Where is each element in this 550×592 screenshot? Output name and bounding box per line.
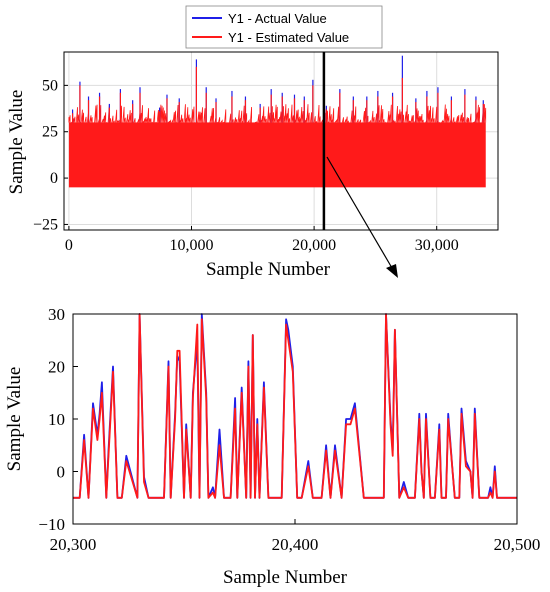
top-y-tick-label: 0 — [50, 170, 58, 187]
top-series — [68, 55, 487, 188]
top-x-tick-label: 0 — [65, 237, 73, 254]
bottom-y-tick-label: 30 — [48, 305, 65, 324]
top-chart: 0 10,000 20,000 30,000 −25 0 25 50 Sample Numbe… — [6, 51, 499, 280]
bottom-y-tick-label: 20 — [48, 358, 65, 377]
bottom-chart: 20,300 20,400 20,500 −10 0 10 20 30 Sample Numb… — [4, 305, 540, 588]
legend: Y1 - Actual Value Y1 - Estimated Value — [185, 5, 383, 49]
legend-label-actual: Y1 - Actual Value — [228, 11, 327, 26]
top-x-tick-label: 10,000 — [170, 237, 214, 254]
bottom-y-tick-label: 0 — [57, 463, 66, 482]
top-plot-frame — [63, 51, 499, 231]
bottom-y-tick-label: −10 — [38, 515, 65, 534]
legend-label-estimated: Y1 - Estimated Value — [228, 30, 349, 45]
bottom-x-tick-label: 20,400 — [272, 535, 319, 554]
top-y-tick-label: 50 — [42, 77, 58, 94]
top-x-tick-label: 30,000 — [415, 237, 459, 254]
bottom-series — [73, 313, 517, 499]
top-dense-band — [68, 122, 486, 188]
top-y-tick-label: 25 — [42, 124, 58, 141]
legend-box — [185, 5, 383, 49]
zoom-arrow-line — [326, 156, 393, 269]
top-y-tick-label: −25 — [33, 216, 58, 233]
zoom-arrow-head — [386, 264, 398, 278]
top-ticks: 0 10,000 20,000 30,000 −25 0 25 50 — [33, 77, 459, 254]
bottom-x-axis-label: Sample Number — [223, 567, 348, 588]
bottom-y-axis-label: Sample Value — [4, 367, 25, 472]
bottom-estimated-line — [73, 313, 517, 499]
bottom-y-tick-label: 10 — [48, 410, 65, 429]
bottom-x-tick-label: 20,500 — [494, 535, 541, 554]
top-x-tick-label: 20,000 — [292, 237, 336, 254]
bottom-x-tick-label: 20,300 — [50, 535, 97, 554]
top-y-axis-label: Sample Value — [6, 90, 27, 195]
zoom-arrow — [326, 156, 398, 278]
bottom-ticks: 20,300 20,400 20,500 −10 0 10 20 30 — [38, 305, 540, 554]
top-x-axis-label: Sample Number — [206, 259, 331, 280]
top-estimated-spikes — [68, 104, 487, 127]
